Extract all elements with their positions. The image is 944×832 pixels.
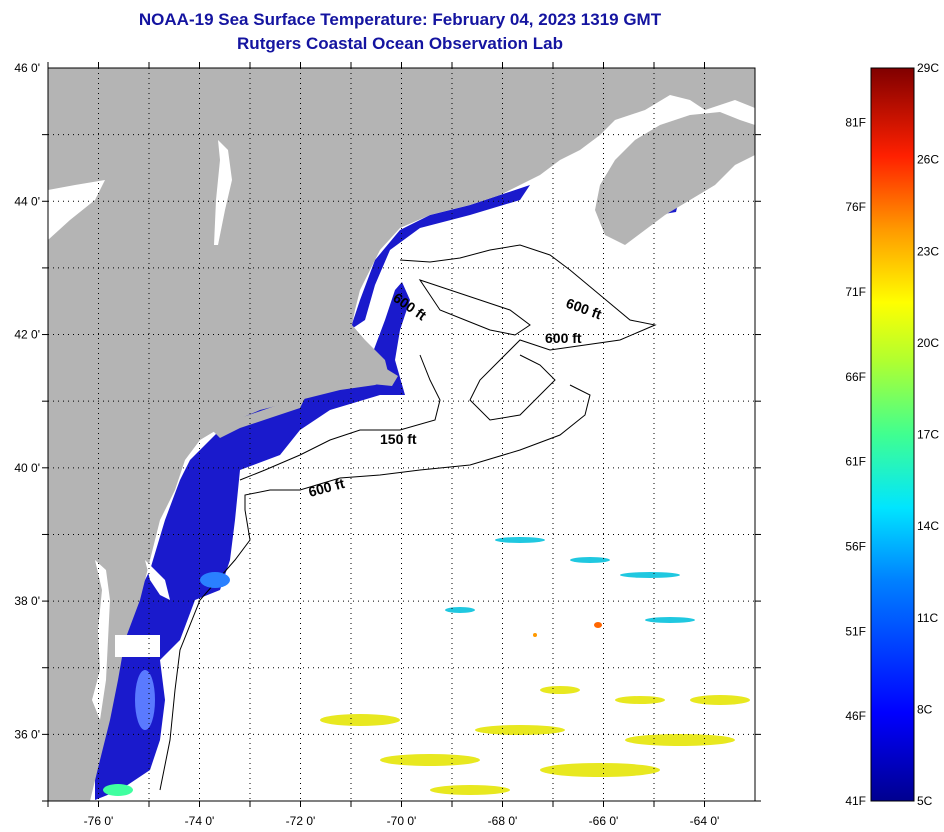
colorbar-fahrenheit-label: 76F [845,200,866,214]
colorbar-celsius-label: 14C [917,519,939,533]
contour-inner-gom [418,279,531,336]
contour-gom-basin [399,244,657,421]
lon-label: -68 0' [488,814,518,828]
colorbar-celsius-label: 11C [917,611,938,625]
axis-ticks [42,62,761,807]
lon-label: -76 0' [84,814,114,828]
lon-label: -64 0' [690,814,720,828]
contour-150ft [239,354,441,481]
cold-water-maine [350,185,530,330]
map-title: NOAA-19 Sea Surface Temperature: Februar… [138,10,662,29]
sst-speckle-coastal [103,572,602,796]
colorbar-fahrenheit-label: 56F [845,539,866,553]
colorbar-celsius-label: 20C [917,336,939,350]
graticule [48,68,755,801]
colorbar-fahrenheit-label: 51F [845,624,866,638]
colorbar-celsius-label: 23C [917,244,939,258]
land-cape-cod [365,368,398,386]
colorbar-celsius-label: 29C [917,61,939,75]
cold-water-shelf [95,282,410,800]
sst-speckle-warm [320,686,750,795]
chesapeake-bay [92,560,110,720]
longitude-labels: -76 0' -74 0' -72 0' -70 0' -68 0' -66 0' -64 … [84,814,720,828]
colorbar-fahrenheit-label: 46F [845,709,866,723]
lat-label: 44 0' [14,194,40,208]
lat-label: 46 0' [14,61,40,75]
map-subtitle: Rutgers Coastal Ocean Observation Lab [237,34,563,53]
colorbar-fahrenheit-label: 61F [845,455,866,469]
lon-label: -74 0' [185,814,215,828]
lon-label: -70 0' [387,814,417,828]
contour-label-600ft-georges: 600 ft [545,330,582,346]
lon-label: -66 0' [589,814,619,828]
lat-label: 42 0' [14,328,40,342]
cloud-gap [115,635,160,657]
delaware-bay [145,560,170,600]
land-mainland [48,68,755,801]
colorbar-celsius-label: 26C [917,153,939,167]
latitude-labels: 46 0' 44 0' 42 0' 40 0' 38 0' 36 0' [14,61,40,741]
colorbar-celsius-label: 8C [917,702,933,716]
colorbar-fahrenheit-label: 66F [845,370,866,384]
colorbar-fahrenheit-label: 81F [845,115,866,129]
contour-600ft-main [159,384,591,791]
lat-label: 40 0' [14,461,40,475]
colorbar-fahrenheit-label: 41F [845,794,866,808]
contour-label-150ft: 150 ft [380,431,417,447]
land-nova-scotia [595,112,755,245]
colorbar-fahrenheit-label: 71F [845,285,866,299]
lake-ontario [48,180,105,240]
colorbar [870,67,915,802]
lat-label: 36 0' [14,727,40,741]
colorbar-fahrenheit-labels: 81F 76F 71F 66F 61F 56F 51F 46F 41F [845,115,866,808]
sst-speckle-mid [445,537,695,623]
colorbar-celsius-label: 5C [917,794,933,808]
colorbar-celsius-label: 17C [917,428,939,442]
lat-label: 38 0' [14,594,40,608]
lon-label: -72 0' [286,814,316,828]
land-long-island [212,398,305,438]
colorbar-celsius-labels: 29C 26C 23C 20C 17C 14C 11C 8C 5C [917,61,939,808]
lake-champlain [214,140,232,245]
